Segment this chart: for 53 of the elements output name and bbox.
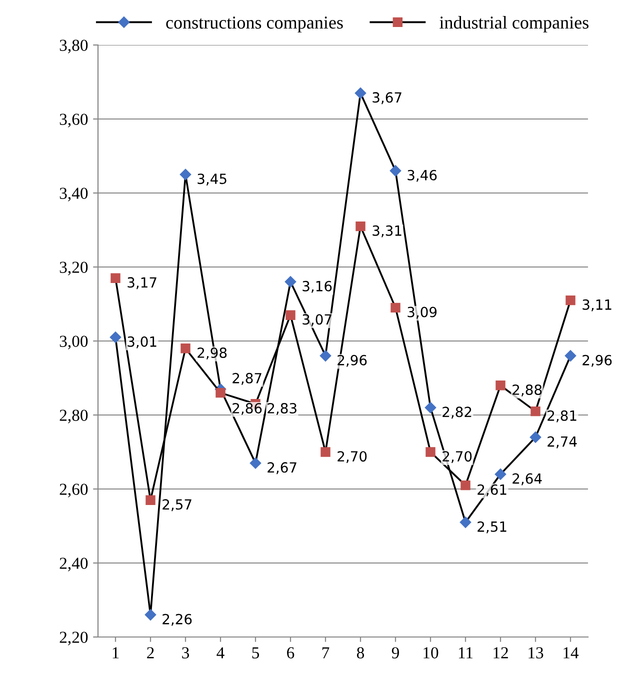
x-tick-label: 9 xyxy=(392,647,399,658)
data-label: 2,26 xyxy=(162,614,192,626)
data-label: 2,51 xyxy=(478,521,506,534)
data-label: 3,45 xyxy=(198,174,226,186)
data-label: 3,67 xyxy=(372,92,402,104)
data-label: 3,31 xyxy=(372,225,402,238)
data-label: 2,83 xyxy=(268,402,296,415)
y-tick-label: 2,60 xyxy=(60,484,88,498)
x-tick-label: 7 xyxy=(322,647,330,658)
data-label: 3,17 xyxy=(128,277,156,290)
data-label: 3,07 xyxy=(302,314,332,326)
x-tick-label: 1 xyxy=(112,647,119,658)
data-label: 2,86 xyxy=(232,402,262,415)
data-label: 3,01 xyxy=(128,336,156,348)
data-label: 2,61 xyxy=(478,484,506,496)
x-tick-label: 13 xyxy=(528,647,544,658)
y-tick-label: 2,20 xyxy=(60,632,88,646)
legend-label: industrial companies xyxy=(440,16,588,32)
x-tick-label: 4 xyxy=(216,647,224,658)
data-label: 2,70 xyxy=(338,451,367,464)
data-label: 2,74 xyxy=(548,436,577,448)
y-tick-label: 3,20 xyxy=(60,262,88,276)
x-tick-label: 3 xyxy=(182,647,190,658)
data-label: 2,64 xyxy=(512,473,542,486)
legend-label: constructions companies xyxy=(166,16,343,32)
y-tick-label: 3,40 xyxy=(60,188,88,202)
x-tick-label: 14 xyxy=(564,647,579,658)
x-tick-label: 10 xyxy=(424,647,438,658)
data-label: 2,96 xyxy=(338,354,367,367)
data-label: 2,96 xyxy=(582,354,612,367)
x-tick-label: 5 xyxy=(252,647,260,658)
y-tick-label: 2,80 xyxy=(60,410,88,424)
x-tick-label: 12 xyxy=(494,647,508,658)
data-label: 2,81 xyxy=(548,410,576,422)
y-tick-label: 2,40 xyxy=(60,558,88,572)
x-tick-label: 11 xyxy=(458,647,473,658)
data-label: 2,67 xyxy=(268,462,296,474)
data-label: 2,98 xyxy=(198,347,227,360)
data-label: 3,16 xyxy=(302,280,332,293)
x-tick-label: 8 xyxy=(356,647,364,658)
y-tick-label: 3,60 xyxy=(60,114,88,128)
data-label: 2,57 xyxy=(162,499,192,512)
data-label: 3,11 xyxy=(582,299,612,312)
x-tick-label: 6 xyxy=(287,647,294,658)
y-tick-label: 3,00 xyxy=(60,336,88,350)
y-tick-label: 3,80 xyxy=(60,40,88,54)
data-label: 2,88 xyxy=(512,384,542,396)
data-label: 3,09 xyxy=(408,306,437,319)
data-label: 2,87 xyxy=(232,372,262,385)
x-tick-label: 2 xyxy=(147,647,154,658)
data-label: 2,70 xyxy=(442,451,472,464)
data-label: 3,46 xyxy=(408,170,437,182)
data-label: 2,82 xyxy=(442,406,472,419)
